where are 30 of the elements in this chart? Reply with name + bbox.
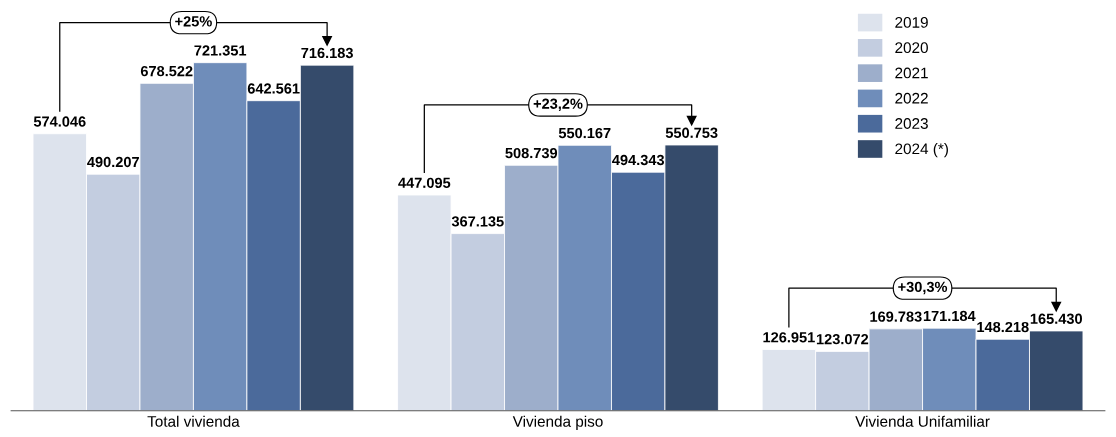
data-label: 550.167 (558, 127, 611, 139)
data-label: 165.430 (1030, 313, 1082, 324)
data-label: 367.135 (451, 216, 504, 227)
legend-label: 2021 (895, 67, 928, 79)
annotation: +23,2% (533, 98, 583, 111)
text: +25% (175, 16, 212, 27)
legend-label: 2020 (895, 42, 928, 54)
data-label: 508.739 (505, 147, 558, 159)
data-label: 642.561 (247, 83, 300, 94)
data-label: 169.783 (870, 311, 922, 322)
x-tick-label: Total vivienda (147, 415, 240, 427)
data-label: 716.183 (301, 47, 353, 59)
data-label: 490.207 (87, 156, 139, 168)
data-label: 148.218 (977, 321, 1029, 333)
legend-label: 2022 (895, 92, 928, 104)
data-label: 574.046 (33, 116, 86, 127)
legend-label: 2019 (895, 16, 928, 28)
legend-label: 2024 (*) (895, 143, 948, 158)
data-label: 126.951 (763, 332, 815, 343)
x-tick-label: Vivienda piso (512, 415, 603, 430)
legend-label: 2023 (895, 118, 928, 129)
data-label: 721.351 (194, 45, 247, 56)
data-label: 123.072 (816, 334, 869, 345)
data-label: 171.184 (923, 310, 976, 322)
data-label: 550.753 (665, 127, 718, 138)
annotation: +30,3% (898, 281, 948, 295)
x-tick-label: Vivienda Unifamiliar (855, 415, 990, 427)
data-label: 447.095 (398, 177, 451, 188)
data-label: 678.522 (140, 65, 193, 77)
data-label: 494.343 (612, 154, 665, 166)
